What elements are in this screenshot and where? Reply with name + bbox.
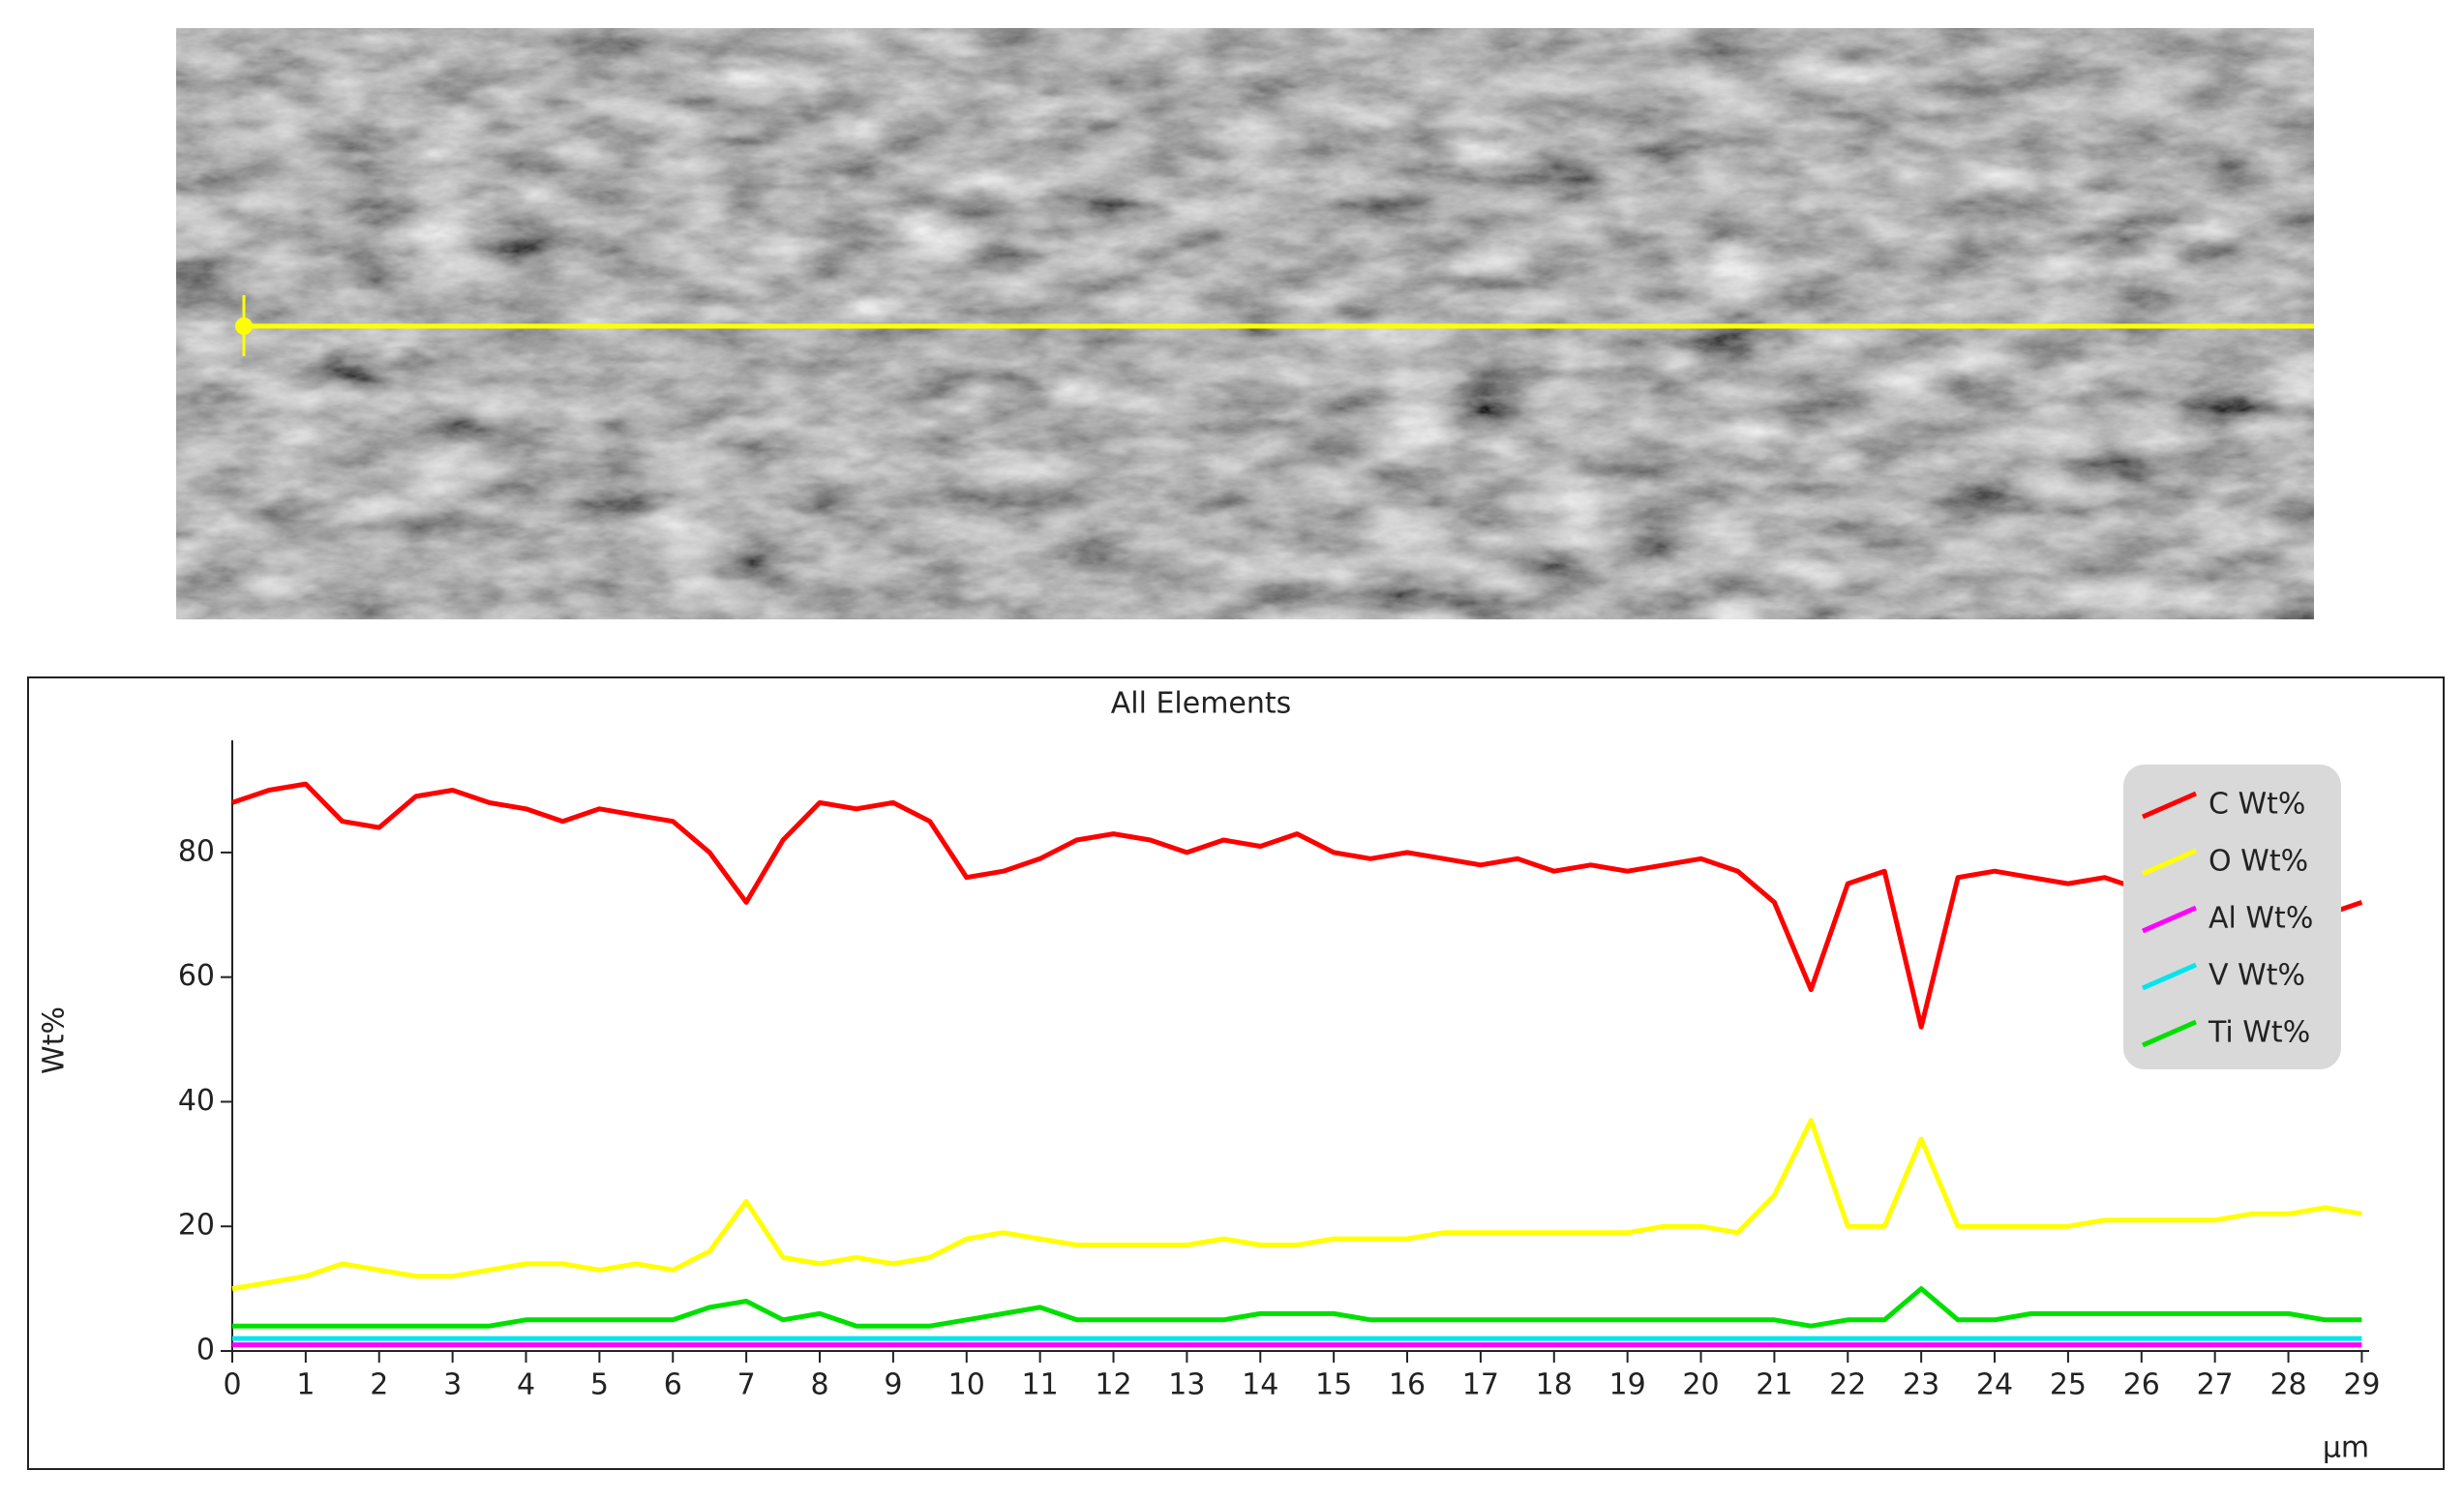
legend-label: Al Wt%: [2209, 902, 2313, 936]
legend-label: O Wt%: [2209, 845, 2308, 879]
x-tick-label: 4: [517, 1368, 535, 1402]
legend-swatch: [2142, 962, 2197, 991]
x-tick-label: 28: [2269, 1368, 2306, 1402]
series-line: [231, 781, 2363, 1030]
x-tick-label: 11: [1022, 1368, 1059, 1402]
x-tick-label: 1: [296, 1368, 315, 1402]
x-tick-label: 5: [590, 1368, 609, 1402]
legend-box: [2123, 765, 2341, 1069]
legend-label: Ti Wt%: [2208, 1016, 2310, 1050]
y-tick-label: 20: [178, 1209, 215, 1243]
legend-swatch: [2142, 848, 2197, 877]
scan-start-point: [235, 317, 253, 335]
series-line: [232, 1286, 2362, 1329]
x-tick-label: 6: [664, 1368, 682, 1402]
x-tick-label: 0: [223, 1368, 241, 1402]
y-tick-label: 40: [178, 1084, 215, 1118]
x-tick-label: 26: [2123, 1368, 2160, 1402]
x-tick-label: 22: [1829, 1368, 1866, 1402]
x-tick-label: 21: [1756, 1368, 1792, 1402]
x-tick-label: 3: [443, 1368, 462, 1402]
series-line: [231, 1118, 2362, 1292]
chart-title: All Elements: [1111, 687, 1292, 721]
x-tick-label: 2: [370, 1368, 388, 1402]
legend-swatch: [2142, 905, 2197, 934]
y-axis-label: Wt%: [38, 1006, 72, 1074]
legend-swatch: [2142, 791, 2197, 820]
y-tick-label: 0: [196, 1334, 215, 1367]
x-tick-label: 13: [1168, 1368, 1205, 1402]
x-tick-label: 19: [1609, 1368, 1646, 1402]
x-tick-label: 7: [737, 1368, 756, 1402]
x-tick-label: 24: [1976, 1368, 2013, 1402]
x-tick-label: 27: [2197, 1368, 2234, 1402]
x-tick-label: 10: [948, 1368, 985, 1402]
legend-label: V Wt%: [2209, 959, 2305, 993]
legend: C Wt% O Wt% Al Wt% V Wt% Ti Wt%: [2123, 765, 2341, 1069]
y-tick-label: 80: [178, 834, 215, 868]
x-tick-label: 18: [1536, 1368, 1573, 1402]
x-tick-label: 15: [1315, 1368, 1352, 1402]
x-tick-label: 20: [1682, 1368, 1719, 1402]
sem-image: [176, 28, 2314, 619]
x-tick-label: 14: [1242, 1368, 1278, 1402]
x-tick-label: 17: [1462, 1368, 1499, 1402]
x-tick-label: 12: [1095, 1368, 1131, 1402]
x-tick-label: 8: [810, 1368, 828, 1402]
legend-swatch: [2142, 1019, 2197, 1048]
x-tick-label: 25: [2050, 1368, 2087, 1402]
x-axis-label: µm: [2323, 1431, 2369, 1465]
x-tick-label: 16: [1389, 1368, 1426, 1402]
legend-label: C Wt%: [2209, 788, 2305, 822]
x-tick-label: 23: [1903, 1368, 1939, 1402]
x-tick-label: 29: [2343, 1368, 2380, 1402]
x-tick-label: 9: [884, 1368, 902, 1402]
y-tick-label: 60: [178, 959, 215, 993]
